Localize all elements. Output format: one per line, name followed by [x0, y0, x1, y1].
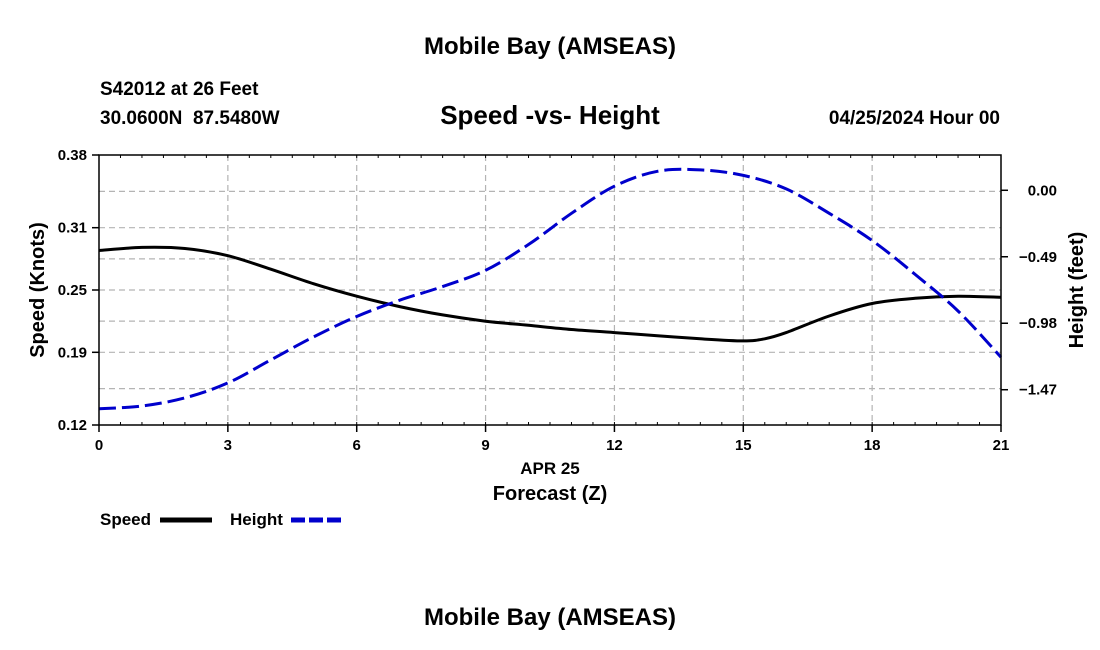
x-tick-label: 3: [224, 437, 232, 454]
y2-tick-label: 0.00: [1028, 182, 1057, 199]
x-tick-labels: 0 3 6 9 12 15 18 21: [95, 437, 1010, 454]
y-tick-label: 0.12: [58, 417, 87, 434]
coords-label: 30.0600N 87.5480W: [100, 108, 280, 129]
x-tick-label: 0: [95, 437, 103, 454]
x-tick-label: 12: [606, 437, 623, 454]
y-tick-label: 0.31: [58, 220, 87, 237]
legend-speed-label: Speed: [100, 510, 151, 529]
x-sublabel: APR 25: [520, 459, 580, 478]
chart-title: Speed -vs- Height: [440, 100, 660, 130]
y2-tick-label: −0.49: [1019, 249, 1057, 266]
speed-series-line: [98, 245, 1002, 343]
top-title: Mobile Bay (AMSEAS): [424, 33, 676, 60]
y2-tick-label: −1.47: [1019, 382, 1057, 399]
legend: Speed Height: [100, 510, 343, 529]
y2-tick-labels: 0.00 −0.49 −0.98 −1.47: [1019, 182, 1057, 398]
tick-marks: [92, 154, 1008, 432]
y-tick-label: 0.25: [58, 282, 87, 299]
date-label: 04/25/2024 Hour 00: [829, 108, 1000, 129]
y-tick-label: 0.19: [58, 344, 87, 361]
x-tick-label: 15: [735, 437, 752, 454]
x-tick-label: 18: [864, 437, 881, 454]
x-tick-label: 9: [481, 437, 489, 454]
y-axis-label: Speed (Knots): [27, 222, 49, 358]
station-label: S42012 at 26 Feet: [100, 79, 259, 100]
x-tick-label: 21: [993, 437, 1010, 454]
series-layer: [98, 167, 1003, 411]
y2-axis-label: Height (feet): [1066, 232, 1088, 349]
y-tick-label: 0.38: [58, 147, 87, 164]
bottom-title: Mobile Bay (AMSEAS): [424, 604, 676, 631]
grid-lines: [99, 155, 1001, 425]
x-axis-label: Forecast (Z): [493, 483, 607, 505]
y-tick-labels: 0.12 0.19 0.25 0.31 0.38: [58, 147, 87, 434]
legend-height-label: Height: [230, 510, 283, 529]
height-series-line: [98, 167, 1003, 411]
x-tick-label: 6: [353, 437, 361, 454]
y2-tick-label: −0.98: [1019, 315, 1057, 332]
